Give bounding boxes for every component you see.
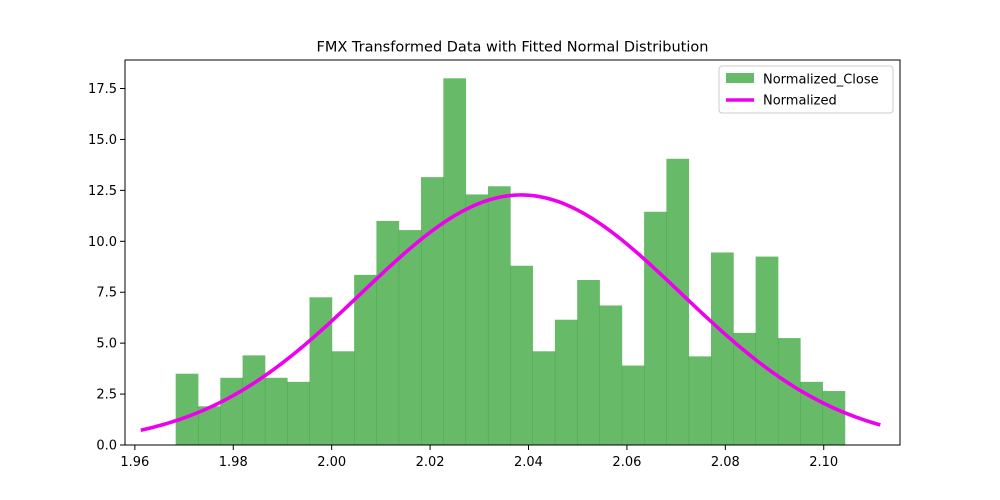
x-tick-label: 1.98 xyxy=(219,455,248,470)
histogram-bar xyxy=(577,280,600,445)
histogram-bar xyxy=(287,381,310,445)
histogram-bar xyxy=(688,356,712,445)
histogram-bar xyxy=(599,305,623,445)
histogram-bar xyxy=(376,220,400,445)
y-tick-label: 15.0 xyxy=(88,133,117,148)
x-tick-label: 1.96 xyxy=(120,455,149,470)
y-tick-label: 5.0 xyxy=(96,337,117,352)
x-tick-label: 2.08 xyxy=(711,455,740,470)
histogram-bar xyxy=(644,211,667,445)
histogram-bar xyxy=(175,373,199,445)
x-tick-label: 2.02 xyxy=(416,455,445,470)
legend-label-histogram: Normalized_Close xyxy=(763,73,879,88)
histogram-bar xyxy=(666,158,690,446)
histogram-bar xyxy=(242,355,266,445)
histogram-bar xyxy=(220,377,243,445)
x-tick-label: 2.00 xyxy=(317,455,346,470)
histogram-bar xyxy=(421,177,444,445)
y-axis: 0.0 2.5 5.0 7.5 10.0 12.5 15.0 17.5 xyxy=(88,82,125,454)
histogram-bar xyxy=(711,252,734,445)
histogram-bar xyxy=(487,186,511,446)
histogram-bar xyxy=(398,230,422,445)
x-tick-label: 2.04 xyxy=(514,455,543,470)
histogram-bar xyxy=(331,351,355,445)
histogram-bar xyxy=(465,194,489,445)
y-tick-label: 12.5 xyxy=(88,184,117,199)
histogram-bar xyxy=(777,338,801,445)
histogram-bar xyxy=(554,319,578,445)
chart-title: FMX Transformed Data with Fitted Normal … xyxy=(317,40,709,56)
plot-frame xyxy=(124,59,901,446)
y-tick-label: 7.5 xyxy=(96,286,117,301)
histogram-bar xyxy=(510,265,533,445)
histogram-bar xyxy=(197,406,221,445)
fit-curve-line xyxy=(140,193,881,432)
x-tick-label: 2.06 xyxy=(612,455,641,470)
histogram-bars xyxy=(175,78,846,446)
y-tick-label: 17.5 xyxy=(88,82,117,97)
legend: Normalized_Close Normalized xyxy=(718,65,894,114)
histogram-bar xyxy=(733,332,757,445)
histogram-bar xyxy=(532,351,556,445)
x-axis: 1.96 1.98 2.00 2.02 2.04 2.06 2.08 2.10 xyxy=(120,445,838,470)
legend-swatch-histogram xyxy=(726,73,754,83)
y-tick-label: 10.0 xyxy=(88,235,117,250)
x-tick-label: 2.10 xyxy=(809,455,838,470)
legend-box xyxy=(718,65,894,114)
histogram-bar xyxy=(800,381,823,445)
histogram-bar xyxy=(309,297,333,445)
histogram-bar xyxy=(621,365,645,445)
histogram-bar xyxy=(443,78,467,445)
legend-label-fit: Normalized xyxy=(763,94,837,109)
y-tick-label: 2.5 xyxy=(96,388,117,403)
histogram-bar xyxy=(822,391,846,445)
histogram-bar xyxy=(354,274,377,445)
histogram-bar xyxy=(755,256,779,445)
y-tick-label: 0.0 xyxy=(96,439,117,454)
histogram-bar xyxy=(264,377,288,445)
